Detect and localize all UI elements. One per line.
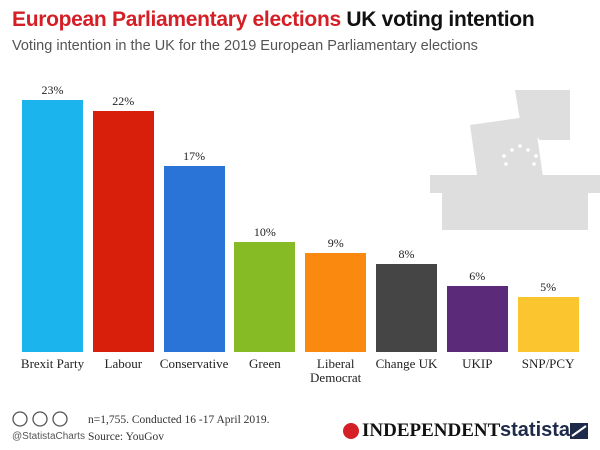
value-label: 10% <box>253 225 276 240</box>
brand: statista <box>500 419 571 441</box>
x-tick-label: SNP/PCY <box>521 356 575 371</box>
chart-title: European Parliamentary elections UK voti… <box>12 8 535 32</box>
note: n=1,755. Conducted 16 -17 April 2019. <box>88 414 270 426</box>
value-label: 22% <box>112 93 135 108</box>
x-tick-label: Green <box>249 356 281 371</box>
bar <box>376 264 437 352</box>
title-highlight: European Parliamentary elections <box>12 8 341 31</box>
publisher-logo-mark <box>343 423 359 439</box>
value-label: 17% <box>183 148 206 163</box>
x-tick-label: Change UK <box>375 356 438 371</box>
subtitle: Voting intention in the UK for the 2019 … <box>12 38 478 54</box>
bar <box>446 286 508 352</box>
handle: @StatistaCharts <box>12 431 85 442</box>
bar <box>517 297 579 352</box>
value-label: 5% <box>540 280 557 295</box>
x-tick-label: UKIP <box>462 356 493 371</box>
value-label: 9% <box>327 236 344 251</box>
source: Source: YouGov <box>88 431 165 443</box>
bar <box>163 165 225 352</box>
publisher: INDEPENDENT <box>362 420 501 441</box>
bar <box>305 253 367 352</box>
value-label: 8% <box>398 247 415 262</box>
x-tick-label: Brexit Party <box>20 356 85 371</box>
license-icons <box>12 411 68 427</box>
x-tick-label: Liberal Democrat <box>310 356 362 385</box>
x-tick-label: Conservative <box>159 356 229 371</box>
x-tick-label: Labour <box>104 356 143 371</box>
title-main: UK voting intention <box>346 8 535 31</box>
ballot-icon <box>430 90 600 230</box>
value-label: 6% <box>469 269 486 284</box>
value-label: 23% <box>41 83 64 97</box>
brand-icon <box>570 423 588 439</box>
plot-area: 23% Brexit Party 22% Labour 17% Conservative 1… <box>20 83 579 385</box>
bar <box>22 100 83 352</box>
bar <box>234 242 296 352</box>
bar <box>92 110 154 352</box>
